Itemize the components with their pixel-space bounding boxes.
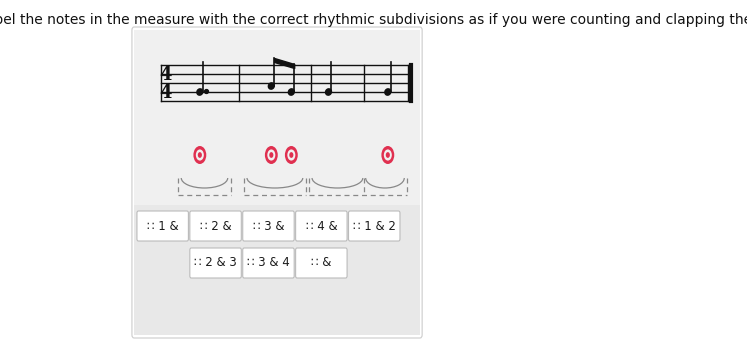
FancyBboxPatch shape bbox=[349, 211, 400, 241]
Text: Label the notes in the measure with the correct rhythmic subdivisions as if you : Label the notes in the measure with the … bbox=[0, 13, 747, 27]
Text: 4: 4 bbox=[159, 84, 172, 102]
Text: ∷ 3 & 4: ∷ 3 & 4 bbox=[247, 257, 290, 269]
FancyBboxPatch shape bbox=[190, 211, 241, 241]
Circle shape bbox=[267, 149, 276, 161]
FancyBboxPatch shape bbox=[134, 205, 420, 335]
FancyBboxPatch shape bbox=[243, 248, 294, 278]
Circle shape bbox=[288, 149, 295, 161]
Ellipse shape bbox=[197, 89, 202, 95]
Circle shape bbox=[196, 149, 204, 161]
FancyBboxPatch shape bbox=[137, 211, 188, 241]
FancyBboxPatch shape bbox=[296, 248, 347, 278]
Text: ∷ 1 & 2: ∷ 1 & 2 bbox=[353, 219, 396, 233]
Circle shape bbox=[285, 146, 298, 164]
Text: 4: 4 bbox=[159, 66, 172, 84]
Text: ∷ 1 &: ∷ 1 & bbox=[147, 219, 179, 233]
Text: ∷ 4 &: ∷ 4 & bbox=[306, 219, 337, 233]
Circle shape bbox=[198, 152, 202, 158]
FancyBboxPatch shape bbox=[243, 211, 294, 241]
FancyBboxPatch shape bbox=[190, 248, 241, 278]
Circle shape bbox=[269, 152, 273, 158]
Circle shape bbox=[265, 146, 278, 164]
Ellipse shape bbox=[268, 83, 274, 89]
Text: ∷ &: ∷ & bbox=[311, 257, 332, 269]
Circle shape bbox=[289, 152, 294, 158]
FancyBboxPatch shape bbox=[134, 30, 420, 205]
Ellipse shape bbox=[385, 89, 391, 95]
Circle shape bbox=[193, 146, 206, 164]
Circle shape bbox=[384, 149, 392, 161]
FancyBboxPatch shape bbox=[296, 211, 347, 241]
FancyBboxPatch shape bbox=[132, 27, 422, 338]
Ellipse shape bbox=[288, 89, 294, 95]
Circle shape bbox=[385, 152, 390, 158]
Text: ∷ 3 &: ∷ 3 & bbox=[252, 219, 284, 233]
Text: ∷ 2 &: ∷ 2 & bbox=[199, 219, 232, 233]
Text: ∷ 2 & 3: ∷ 2 & 3 bbox=[194, 257, 237, 269]
Circle shape bbox=[382, 146, 394, 164]
Ellipse shape bbox=[326, 89, 332, 95]
